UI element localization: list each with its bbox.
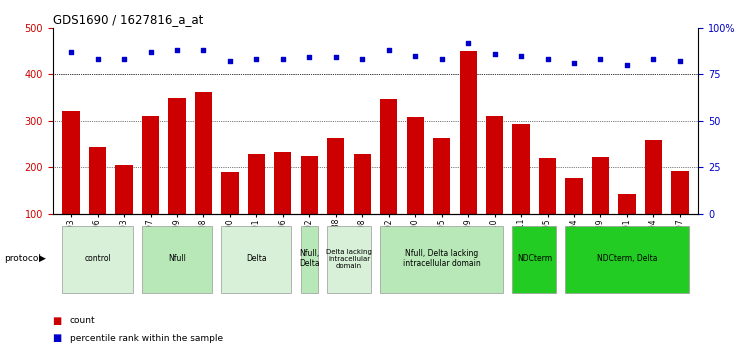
Point — [568, 60, 580, 66]
Point — [595, 57, 607, 62]
Text: NDCterm, Delta: NDCterm, Delta — [597, 254, 657, 263]
Text: count: count — [70, 316, 95, 325]
Bar — [142, 116, 159, 214]
Bar — [406, 117, 424, 214]
Bar — [222, 226, 291, 293]
Text: NDCterm: NDCterm — [517, 254, 552, 263]
Bar — [433, 138, 451, 214]
Point — [462, 40, 474, 45]
Bar — [618, 194, 635, 214]
Point — [144, 49, 156, 55]
Text: Nfull,
Delta: Nfull, Delta — [299, 249, 320, 268]
Text: control: control — [84, 254, 111, 263]
Text: GDS1690 / 1627816_a_at: GDS1690 / 1627816_a_at — [53, 13, 203, 27]
Bar — [195, 92, 212, 214]
Point — [171, 47, 183, 53]
Point — [250, 57, 262, 62]
Point — [118, 57, 130, 62]
Text: Delta lacking
intracellular
domain: Delta lacking intracellular domain — [326, 249, 372, 269]
Bar — [380, 226, 503, 293]
Point — [541, 57, 553, 62]
Point — [92, 57, 104, 62]
Bar — [460, 51, 477, 214]
Bar — [327, 138, 345, 214]
Bar — [274, 152, 291, 214]
Text: ■: ■ — [53, 333, 62, 343]
Point — [647, 57, 659, 62]
Bar — [62, 110, 80, 214]
Bar — [380, 99, 397, 214]
Bar — [248, 154, 265, 214]
Bar — [142, 226, 212, 293]
Point — [356, 57, 368, 62]
Point — [330, 55, 342, 60]
Point — [65, 49, 77, 55]
Point — [277, 57, 289, 62]
Text: ▶: ▶ — [39, 254, 46, 263]
Point — [409, 53, 421, 58]
Text: ■: ■ — [53, 316, 62, 326]
Bar — [566, 178, 583, 214]
Point — [224, 58, 236, 64]
Bar — [168, 98, 185, 214]
Point — [674, 58, 686, 64]
Point — [303, 55, 315, 60]
Bar — [671, 171, 689, 214]
Text: percentile rank within the sample: percentile rank within the sample — [70, 334, 223, 343]
Bar — [512, 125, 529, 214]
Bar — [89, 147, 106, 214]
Text: Delta: Delta — [246, 254, 267, 263]
Bar — [300, 226, 318, 293]
Bar — [327, 226, 371, 293]
Bar — [116, 165, 133, 214]
Text: Nfull, Delta lacking
intracellular domain: Nfull, Delta lacking intracellular domai… — [403, 249, 481, 268]
Bar — [354, 154, 371, 214]
Bar — [592, 157, 609, 214]
Point — [515, 53, 527, 58]
Point — [621, 62, 633, 68]
Text: protocol: protocol — [4, 254, 41, 263]
Point — [489, 51, 501, 57]
Point — [436, 57, 448, 62]
Bar — [486, 116, 503, 214]
Bar — [566, 226, 689, 293]
Bar — [222, 172, 239, 214]
Point — [383, 47, 395, 53]
Bar — [300, 156, 318, 214]
Bar — [645, 140, 662, 214]
Text: Nfull: Nfull — [168, 254, 186, 263]
Bar — [512, 226, 556, 293]
Bar — [539, 158, 556, 214]
Bar — [62, 226, 133, 293]
Point — [198, 47, 210, 53]
